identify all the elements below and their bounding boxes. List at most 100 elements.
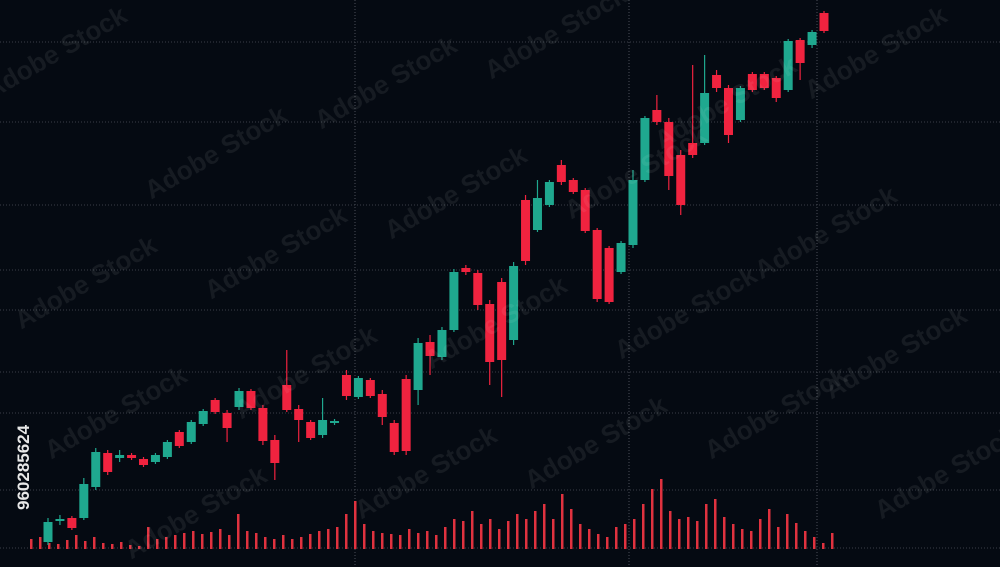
candle-body bbox=[783, 41, 793, 90]
volume-bar bbox=[507, 521, 510, 549]
candle-body bbox=[270, 440, 280, 463]
volume-bar bbox=[813, 537, 816, 549]
volume-bar bbox=[525, 519, 528, 549]
candle-body bbox=[723, 88, 733, 135]
candle-body bbox=[353, 378, 363, 397]
volume-bar bbox=[156, 539, 159, 549]
candle-body bbox=[186, 422, 196, 442]
volume-bar bbox=[759, 519, 762, 549]
candle-body bbox=[389, 423, 399, 452]
volume-bar bbox=[192, 531, 195, 549]
candle-body bbox=[509, 266, 519, 340]
candle-body bbox=[521, 200, 531, 261]
candle-body bbox=[341, 375, 351, 396]
volume bbox=[30, 479, 834, 549]
candle-body bbox=[115, 455, 125, 458]
volume-bar bbox=[678, 519, 681, 549]
volume-bar bbox=[624, 524, 627, 549]
candle-body bbox=[771, 78, 781, 98]
volume-bar bbox=[489, 519, 492, 549]
candle-body bbox=[282, 385, 292, 410]
volume-bar bbox=[246, 531, 249, 549]
candle-body bbox=[43, 522, 53, 542]
volume-bar bbox=[723, 517, 726, 549]
volume-bar bbox=[57, 544, 60, 549]
candle-body bbox=[79, 484, 89, 518]
volume-bar bbox=[255, 533, 258, 549]
volume-bar bbox=[30, 539, 33, 549]
candle-body bbox=[712, 75, 722, 88]
candle-body bbox=[67, 518, 77, 528]
volume-bar bbox=[444, 527, 447, 549]
volume-bar bbox=[705, 504, 708, 549]
volume-bar bbox=[354, 501, 357, 549]
volume-bar bbox=[570, 509, 573, 549]
volume-bar bbox=[462, 521, 465, 549]
volume-bar bbox=[309, 534, 312, 549]
volume-bar bbox=[336, 527, 339, 549]
candle-body bbox=[150, 455, 160, 462]
volume-bar bbox=[642, 504, 645, 549]
volume-bar bbox=[696, 521, 699, 549]
volume-bar bbox=[138, 546, 141, 549]
candle-body bbox=[532, 198, 542, 230]
candle-body bbox=[377, 394, 387, 417]
candle-body bbox=[461, 268, 471, 272]
volume-bar bbox=[750, 531, 753, 549]
candle-body bbox=[330, 421, 340, 423]
candle-body bbox=[544, 182, 554, 205]
candle-body bbox=[664, 122, 674, 176]
candle-body bbox=[759, 74, 769, 88]
volume-bar bbox=[390, 534, 393, 549]
candle-body bbox=[819, 13, 829, 31]
volume-bar bbox=[777, 527, 780, 549]
volume-bar bbox=[579, 524, 582, 549]
candle-body bbox=[795, 40, 805, 63]
candle-body bbox=[437, 330, 447, 357]
volume-bar bbox=[93, 537, 96, 549]
volume-bar bbox=[417, 533, 420, 549]
candle-body bbox=[318, 420, 328, 435]
volume-bar bbox=[480, 524, 483, 549]
volume-bar bbox=[381, 533, 384, 549]
volume-bar bbox=[543, 504, 546, 549]
candle-body bbox=[473, 273, 483, 305]
candle-body bbox=[688, 143, 698, 155]
candle-body bbox=[616, 243, 626, 272]
volume-bar bbox=[66, 540, 69, 549]
stock-id: 960285624 bbox=[14, 424, 33, 510]
candle-body bbox=[306, 422, 316, 438]
candle-body bbox=[568, 180, 578, 192]
candle-body bbox=[652, 110, 662, 122]
volume-bar bbox=[84, 541, 87, 549]
volume-bar bbox=[534, 511, 537, 549]
volume-bar bbox=[651, 489, 654, 549]
volume-bar bbox=[327, 529, 330, 549]
candle-body bbox=[401, 379, 411, 451]
volume-bar bbox=[588, 529, 591, 549]
volume-bar bbox=[822, 543, 825, 549]
candle-body bbox=[127, 455, 137, 458]
volume-bar bbox=[102, 543, 105, 549]
candle-body bbox=[580, 190, 590, 231]
volume-bar bbox=[300, 537, 303, 549]
candle-body bbox=[103, 453, 113, 472]
candle-body bbox=[258, 408, 268, 441]
volume-bar bbox=[273, 539, 276, 549]
volume-bar bbox=[714, 499, 717, 549]
candle-body bbox=[174, 432, 184, 446]
volume-bar bbox=[174, 535, 177, 549]
volume-bar bbox=[147, 527, 150, 549]
volume-bar bbox=[498, 529, 501, 549]
candle-body bbox=[198, 411, 208, 424]
volume-bar bbox=[165, 537, 168, 549]
volume-bar bbox=[210, 532, 213, 549]
candle-body bbox=[807, 32, 817, 45]
candle-body bbox=[449, 272, 459, 330]
volume-bar bbox=[345, 514, 348, 549]
volume-bar bbox=[795, 523, 798, 549]
volume-bar bbox=[75, 535, 78, 549]
candle-body bbox=[162, 442, 172, 457]
candle-body bbox=[735, 88, 745, 120]
